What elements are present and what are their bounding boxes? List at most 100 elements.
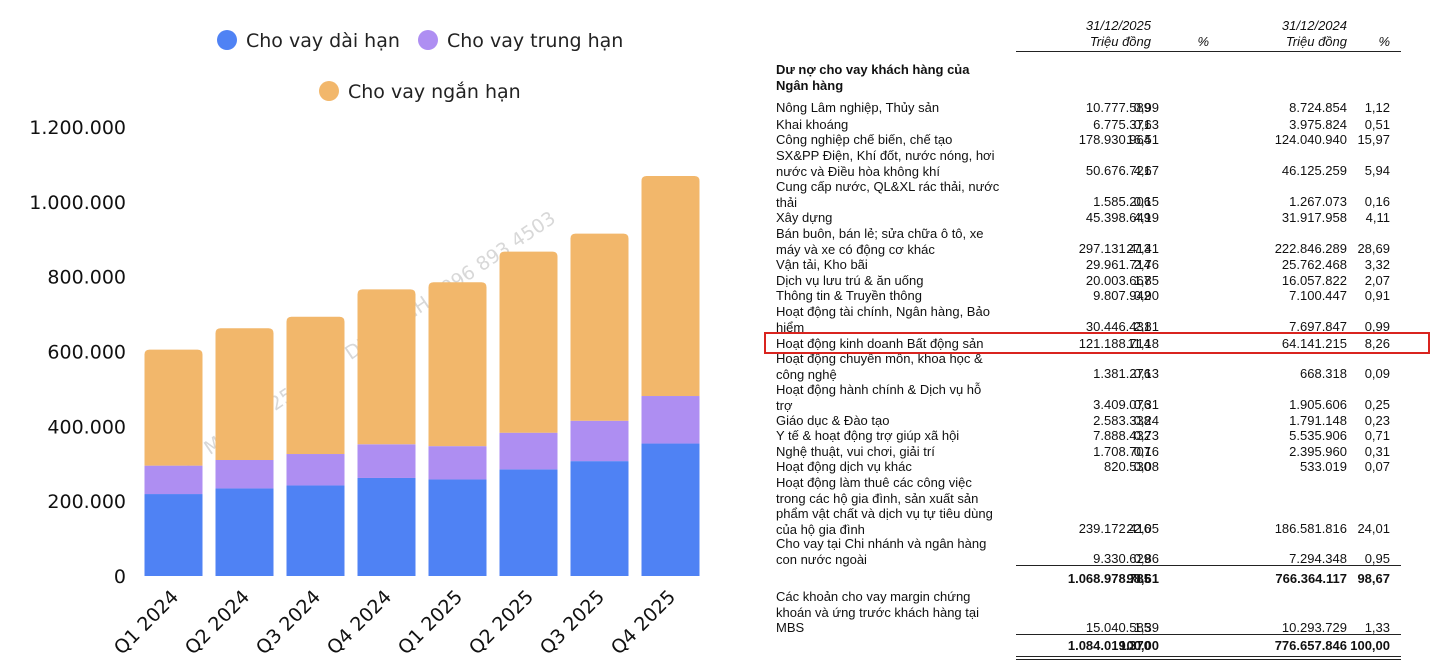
row-value-2025: 297.131.413	[1078, 241, 1151, 256]
row-pct-2024: 15,97	[1357, 132, 1390, 147]
total-pct-2024: 100,00	[1350, 638, 1390, 653]
bar-segment	[570, 461, 629, 576]
y-tick-label: 1.200.000	[29, 117, 126, 139]
row-value-2024: 186.581.816	[1274, 521, 1347, 536]
bar-segment	[641, 443, 700, 576]
row-label: Vận tải, Kho bãi	[776, 257, 868, 272]
bar-segment	[144, 494, 203, 576]
subtotal-value-2025: 1.068.978.785	[1067, 571, 1151, 586]
row-pct-2024: 0,51	[1364, 117, 1390, 132]
row-pct-2024: 8,26	[1364, 336, 1390, 351]
row-pct-2025: 0,99	[1133, 100, 1159, 115]
row-pct-2025: 0,08	[1133, 459, 1159, 474]
x-tick-label: Q2 2025	[465, 586, 538, 659]
x-tick-label: Q3 2024	[252, 586, 325, 659]
row-value-2025: 121.188.714	[1078, 336, 1151, 351]
row-label: Hoạt động tài chính, Ngân hàng, Bảo hiểm	[776, 304, 990, 335]
bar-segment	[286, 454, 345, 486]
row-pct-2025: 16,51	[1126, 132, 1159, 147]
row-value-2024: 222.846.289	[1274, 241, 1347, 256]
bar-segment	[570, 233, 629, 421]
subtotal-pct-2025: 98,61	[1126, 571, 1159, 586]
row-value-2025: 9.807.942	[1093, 288, 1151, 303]
subtotal-value-2024: 766.364.117	[1275, 571, 1347, 586]
row-label: Xây dựng	[776, 210, 833, 225]
row-value-2024: 1.267.073	[1289, 194, 1347, 209]
section-title: Dư nợ cho vay khách hàng của Ngân hàng	[776, 62, 970, 93]
total-line-bottom-2	[1016, 659, 1401, 660]
y-tick-label: 600.000	[47, 342, 126, 364]
row-pct-2024: 2,07	[1364, 273, 1390, 288]
row-value-2025: 29.961.714	[1085, 257, 1151, 272]
row-value-2024: 124.040.940	[1274, 132, 1347, 147]
row-value-2024: 1.791.148	[1289, 413, 1347, 428]
row-pct-2024: 0,25	[1364, 397, 1390, 412]
y-tick-label: 1.000.000	[29, 192, 126, 214]
legend-label: Cho vay dài hạn	[246, 30, 400, 52]
y-tick-label: 800.000	[47, 267, 126, 289]
bar-segment	[570, 420, 629, 462]
header-unit-2024: Triệu đồng	[1285, 34, 1347, 49]
row-value-2025: 1.585.206	[1093, 194, 1151, 209]
row-pct-2024: 1,12	[1364, 100, 1390, 115]
row-pct-2025: 0,31	[1133, 397, 1159, 412]
row-label: Hoạt động kinh doanh Bất động sản	[776, 336, 984, 351]
row-value-2025: 10.777.589	[1085, 100, 1151, 115]
row-value-2024: 7.100.447	[1289, 288, 1347, 303]
header-underline	[1016, 51, 1401, 52]
legend-label: Cho vay trung hạn	[447, 30, 623, 52]
bar-stack	[641, 176, 700, 576]
bars	[144, 176, 700, 576]
y-tick-label: 200.000	[47, 491, 126, 513]
y-axis: 0 200.000 400.000 600.000 800.000 1.000.000 1.…	[29, 117, 126, 588]
bar-segment	[499, 251, 558, 433]
row-value-2024: 25.762.468	[1281, 257, 1347, 272]
row-pct-2025: 0,15	[1133, 194, 1159, 209]
header-pct-2025: %	[1197, 34, 1209, 49]
row-label: Bán buôn, bán lẻ; sửa chữa ô tô, xe máy …	[776, 226, 984, 257]
x-tick-label: Q3 2025	[536, 586, 609, 659]
header-unit-2025: Triệu đồng	[1089, 34, 1151, 49]
bar-segment	[357, 289, 416, 445]
subtotal-pct-2024: 98,67	[1357, 571, 1390, 586]
row-pct-2025: 27,41	[1126, 241, 1159, 256]
y-tick-label: 400.000	[47, 416, 126, 438]
row-pct-2025: 4,67	[1133, 163, 1159, 178]
row-pct-2024: 0,91	[1364, 288, 1390, 303]
row-pct-2025: 22,05	[1126, 521, 1159, 536]
total-line-bottom-1	[1016, 656, 1401, 657]
legend-swatch	[217, 30, 237, 50]
row-pct-2024: 0,23	[1364, 413, 1390, 428]
row-pct-2025: 0,63	[1133, 117, 1159, 132]
row-label: Công nghiệp chế biến, chế tạo	[776, 132, 953, 147]
row-label: Nông Lâm nghiệp, Thủy sản	[776, 100, 940, 115]
row-label: Nghệ thuật, vui chơi, giải trí	[776, 444, 935, 459]
row-value-2025: 30.446.431	[1085, 319, 1151, 334]
row-label: Cho vay tại Chi nhánh và ngân hàng con n…	[776, 536, 987, 567]
row-pct-2025: 0,13	[1133, 366, 1159, 381]
row-pct-2024: 0,07	[1364, 459, 1390, 474]
row-label: Hoạt động dịch vụ khác	[776, 459, 912, 474]
total-line-top	[1016, 634, 1401, 635]
row-pct-2024: 5,94	[1364, 163, 1390, 178]
loan-structure-table: 31/12/2025 Triệu đồng % 31/12/2024 Triệu…	[776, 0, 1456, 665]
row-value-2025: 50.676.721	[1085, 163, 1151, 178]
header-pct-2024: %	[1378, 34, 1390, 49]
bar-stack	[570, 233, 629, 576]
row-label: Hoạt động chuyên môn, khoa học & công ng…	[776, 351, 983, 382]
row-label: Khai khoáng	[776, 117, 849, 132]
bar-segment	[428, 282, 487, 447]
row-value-2025: 1.381.276	[1093, 366, 1151, 381]
row-value-2024: 1.905.606	[1289, 397, 1347, 412]
row-value-2024: 2.395.960	[1289, 444, 1347, 459]
x-tick-label: Q1 2025	[394, 586, 467, 659]
bar-segment	[286, 316, 345, 455]
header-date-2025: 31/12/2025	[1085, 18, 1151, 33]
total-value-2024: 776.657.846	[1274, 638, 1347, 653]
row-value-2024: 64.141.215	[1281, 336, 1347, 351]
x-tick-label: Q4 2025	[607, 586, 680, 659]
row-value-2025: 6.775.371	[1093, 117, 1151, 132]
row-pct-2025: 2,76	[1133, 257, 1159, 272]
total-value-2025: 1.084.019.370	[1067, 638, 1151, 653]
